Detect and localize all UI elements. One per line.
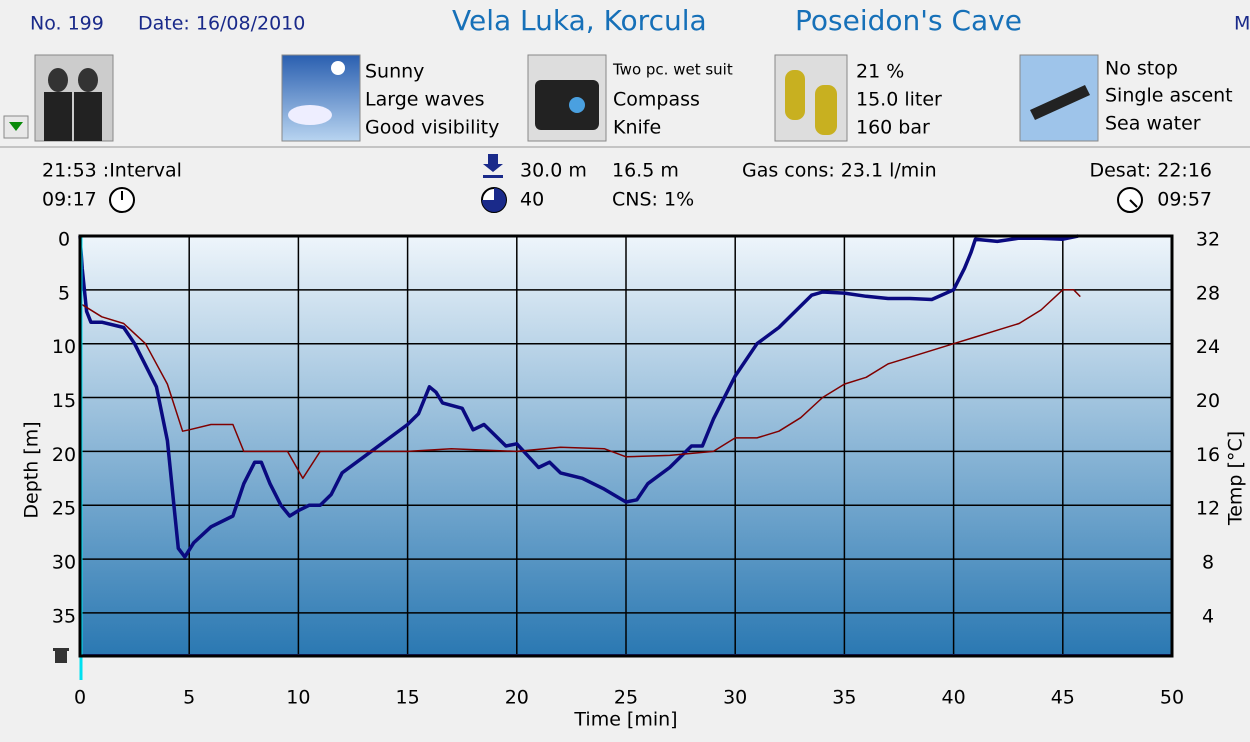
y2-tick-label: 16 bbox=[1196, 444, 1220, 466]
x-tick-label: 40 bbox=[942, 687, 966, 709]
y2-tick-label: 12 bbox=[1196, 498, 1220, 520]
y2-tick-label: 8 bbox=[1202, 552, 1214, 574]
y-tick-label: 15 bbox=[52, 390, 76, 412]
gas: 21 % bbox=[856, 61, 904, 83]
y2-tick-label: 28 bbox=[1196, 282, 1220, 304]
equipment-photo bbox=[527, 54, 607, 142]
y2-tick-label: 32 bbox=[1196, 229, 1220, 251]
x-tick-label: 0 bbox=[74, 687, 86, 709]
equipment: Knife bbox=[613, 117, 661, 139]
y2-tick-label: 4 bbox=[1202, 605, 1214, 627]
divers-photo bbox=[34, 54, 114, 142]
trash-icon[interactable] bbox=[53, 648, 69, 663]
gas-consumption: Gas cons: 23.1 l/min bbox=[742, 160, 937, 182]
y-tick-label: 5 bbox=[58, 282, 70, 304]
x-tick-label: 10 bbox=[286, 687, 310, 709]
dive-info: Single ascent bbox=[1105, 85, 1233, 107]
y-tick-label: 20 bbox=[52, 444, 76, 466]
condition: Large waves bbox=[365, 89, 485, 111]
gas: 15.0 liter bbox=[856, 89, 942, 111]
condition: Sunny bbox=[365, 61, 424, 83]
x-axis-label: Time [min] bbox=[573, 709, 677, 731]
x-tick-label: 5 bbox=[183, 687, 195, 709]
y-tick-label: 30 bbox=[52, 552, 76, 574]
site: Poseidon's Cave bbox=[795, 4, 1022, 37]
cut-text: M bbox=[1234, 13, 1250, 35]
duration: 40 bbox=[520, 189, 544, 211]
series-line bbox=[78, 234, 1079, 559]
dive-number: No. 199 bbox=[30, 13, 104, 35]
clock-icon bbox=[109, 187, 135, 213]
cns: CNS: 1% bbox=[612, 189, 694, 211]
y2-tick-label: 24 bbox=[1196, 336, 1220, 358]
condition: Good visibility bbox=[365, 117, 499, 139]
tank-photo bbox=[774, 54, 848, 142]
gas: 160 bar bbox=[856, 117, 930, 139]
duration-icon bbox=[481, 187, 507, 213]
expand-button[interactable] bbox=[3, 115, 29, 139]
x-tick-label: 20 bbox=[505, 687, 529, 709]
x-tick-label: 15 bbox=[396, 687, 420, 709]
depth-icon bbox=[483, 154, 503, 178]
x-tick-label: 25 bbox=[614, 687, 638, 709]
y-tick-label: 25 bbox=[52, 498, 76, 520]
dive-date: Date: 16/08/2010 bbox=[138, 13, 305, 35]
end-clock-icon bbox=[1117, 187, 1143, 213]
y-tick-label: 10 bbox=[52, 336, 76, 358]
dive-info: No stop bbox=[1105, 58, 1178, 80]
y-tick-label: 35 bbox=[52, 605, 76, 627]
equipment: Two pc. wet suit bbox=[612, 61, 733, 79]
start-time: 09:17 bbox=[42, 189, 97, 211]
plot-frame bbox=[78, 234, 1174, 658]
series-line bbox=[79, 289, 1081, 480]
y-tick-label: 0 bbox=[58, 229, 70, 251]
x-tick-label: 35 bbox=[832, 687, 856, 709]
location: Vela Luka, Korcula bbox=[452, 4, 707, 37]
y2-tick-label: 20 bbox=[1196, 390, 1220, 412]
end-time: 09:57 bbox=[1157, 189, 1212, 211]
avg-depth: 16.5 m bbox=[612, 160, 679, 182]
y2-axis-label: Temp [°C] bbox=[1225, 431, 1247, 526]
equipment: Compass bbox=[613, 89, 700, 111]
x-tick-label: 30 bbox=[723, 687, 747, 709]
interval: 21:53 :Interval bbox=[42, 160, 182, 182]
max-depth: 30.0 m bbox=[520, 160, 587, 182]
dive-info: Sea water bbox=[1105, 113, 1201, 135]
x-tick-label: 45 bbox=[1051, 687, 1075, 709]
desaturation: Desat: 22:16 bbox=[1089, 160, 1212, 182]
x-tick-label: 50 bbox=[1160, 687, 1184, 709]
ascent-photo bbox=[1019, 54, 1099, 142]
y-axis-label: Depth [m] bbox=[21, 421, 43, 518]
weather-photo bbox=[281, 54, 361, 142]
